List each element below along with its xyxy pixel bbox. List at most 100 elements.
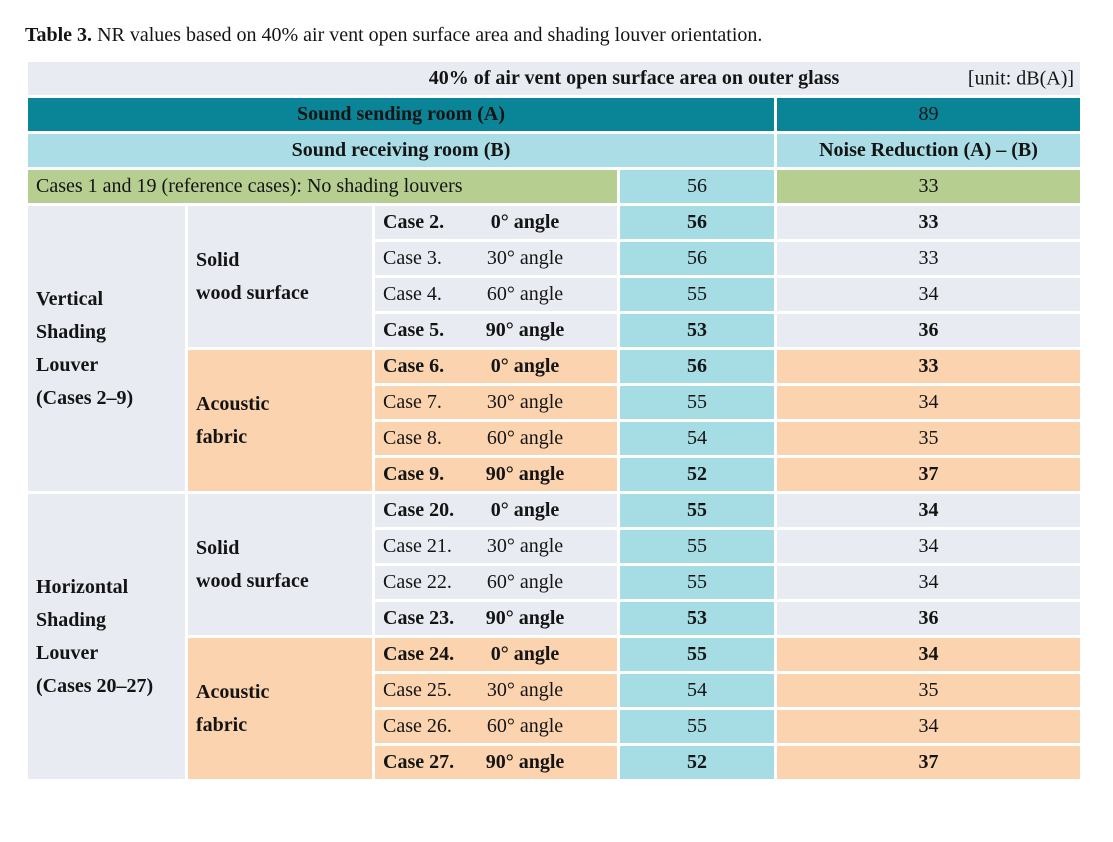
receiving-level-cell: 55 — [620, 278, 774, 311]
table-row: Case 7. 30° angle 55 34 — [28, 386, 1081, 419]
angle-label: 0° angle — [490, 211, 560, 233]
angle-label: 60° angle — [486, 715, 564, 737]
case-label: Case 25. — [383, 679, 452, 701]
case-label: Case 21. — [383, 535, 452, 557]
subgroup-label-cell-solid-wood: Solid wood surface — [188, 206, 372, 347]
case-label: Case 8. — [383, 427, 442, 449]
receiving-level-cell: 56 — [620, 350, 774, 383]
noise-reduction-value-cell: 35 — [777, 674, 1081, 707]
receiving-level-cell: 52 — [620, 458, 774, 491]
noise-reduction-value-cell: 34 — [777, 494, 1081, 527]
noise-reduction-value-cell: 37 — [777, 458, 1081, 491]
angle-label: 60° angle — [486, 283, 564, 305]
angle-label: 0° angle — [490, 355, 560, 377]
case-cell: Case 9. 90° angle — [375, 458, 617, 491]
noise-reduction-value-cell: 33 — [777, 170, 1081, 203]
group-label-cell-vertical: Vertical Shading Louver (Cases 2–9) — [28, 206, 185, 491]
case-label: Case 2. — [383, 211, 445, 233]
table-row: Case 23. 90° angle 53 36 — [28, 602, 1081, 635]
noise-reduction-value-cell: 33 — [777, 350, 1081, 383]
receiving-level-cell: 52 — [620, 746, 774, 779]
case-label: Case 20. — [383, 499, 455, 521]
case-label: Case 27. — [383, 751, 455, 773]
case-cell: Case 26. 60° angle — [375, 710, 617, 743]
case-cell: Case 21. 30° angle — [375, 530, 617, 563]
table-row: Cases 1 and 19 (reference cases): No sha… — [28, 170, 1081, 203]
case-cell: Case 3. 30° angle — [375, 242, 617, 275]
sending-room-label-cell: Sound sending room (A) — [28, 98, 774, 131]
table-caption-number: Table 3. — [25, 24, 93, 46]
case-label: Case 22. — [383, 571, 452, 593]
nr-values-table: 40% of air vent open surface area on out… — [25, 59, 1083, 782]
case-label: Case 3. — [383, 247, 442, 269]
subgroup-label-cell-acoustic-fabric: Acoustic fabric — [188, 638, 372, 779]
reference-cases-label-cell: Cases 1 and 19 (reference cases): No sha… — [28, 170, 617, 203]
table-row: Case 5. 90° angle 53 36 — [28, 314, 1081, 347]
angle-label: 60° angle — [486, 571, 564, 593]
case-label: Case 6. — [383, 355, 445, 377]
receiving-level-cell: 56 — [620, 206, 774, 239]
case-cell: Case 27. 90° angle — [375, 746, 617, 779]
case-label: Case 23. — [383, 607, 455, 629]
table-caption-text: NR values based on 40% air vent open sur… — [92, 24, 763, 46]
receiving-level-cell: 55 — [620, 710, 774, 743]
case-label: Case 7. — [383, 391, 442, 413]
subgroup-label-cell-acoustic-fabric: Acoustic fabric — [188, 350, 372, 491]
table-row: Case 9. 90° angle 52 37 — [28, 458, 1081, 491]
noise-reduction-value-cell: 34 — [777, 638, 1081, 671]
noise-reduction-value-cell: 35 — [777, 422, 1081, 455]
noise-reduction-value-cell: 36 — [777, 314, 1081, 347]
table-caption: Table 3. NR values based on 40% air vent… — [25, 24, 1113, 47]
receiving-level-cell: 53 — [620, 602, 774, 635]
noise-reduction-value-cell: 33 — [777, 242, 1081, 275]
angle-label: 90° angle — [485, 607, 565, 629]
angle-label: 30° angle — [486, 247, 564, 269]
table-row: Case 26. 60° angle 55 34 — [28, 710, 1081, 743]
case-cell: Case 4. 60° angle — [375, 278, 617, 311]
receiving-level-cell: 55 — [620, 566, 774, 599]
table-row: Vertical Shading Louver (Cases 2–9) Soli… — [28, 206, 1081, 491]
subgroup-label-cell-solid-wood: Solid wood surface — [188, 494, 372, 635]
noise-reduction-value-cell: 33 — [777, 206, 1081, 239]
case-cell: Case 7. 30° angle — [375, 386, 617, 419]
receiving-level-cell: 55 — [620, 386, 774, 419]
angle-label: 0° angle — [490, 643, 560, 665]
case-cell: Case 23. 90° angle — [375, 602, 617, 635]
case-label: Case 5. — [383, 319, 445, 341]
case-cell: Case 24. 0° angle — [375, 638, 617, 671]
angle-label: 0° angle — [490, 499, 560, 521]
angle-label: 30° angle — [486, 535, 564, 557]
table-row: Sound sending room (A) 89 — [28, 98, 1081, 131]
case-cell: Case 25. 30° angle — [375, 674, 617, 707]
receiving-level-cell: 54 — [620, 674, 774, 707]
angle-label: 30° angle — [486, 679, 564, 701]
case-cell: Case 8. 60° angle — [375, 422, 617, 455]
case-label: Case 4. — [383, 283, 442, 305]
angle-label: 90° angle — [485, 319, 565, 341]
noise-reduction-value-cell: 37 — [777, 746, 1081, 779]
receiving-level-cell: 56 — [620, 170, 774, 203]
angle-label: 90° angle — [485, 751, 565, 773]
sending-room-value-cell: 89 — [777, 98, 1081, 131]
table-row: Case 4. 60° angle 55 34 — [28, 278, 1081, 311]
table-header-title: 40% of air vent open surface area on out… — [428, 67, 840, 89]
table-row: Case 21. 30° angle 55 34 — [28, 530, 1081, 563]
case-cell: Case 5. 90° angle — [375, 314, 617, 347]
table-row: Case 3. 30° angle 56 33 — [28, 242, 1081, 275]
table-row: Case 8. 60° angle 54 35 — [28, 422, 1081, 455]
unit-label: [unit: dB(A)] — [967, 67, 1075, 89]
case-label: Case 26. — [383, 715, 452, 737]
table-row: Horizontal Shading Louver (Cases 20–27) … — [28, 494, 1081, 779]
table-row: Case 22. 60° angle 55 34 — [28, 566, 1081, 599]
noise-reduction-value-cell: 34 — [777, 278, 1081, 311]
receiving-level-cell: 56 — [620, 242, 774, 275]
receiving-room-label-cell: Sound receiving room (B) — [28, 134, 774, 167]
case-cell: Case 6. 0° angle — [375, 350, 617, 383]
case-label: Case 24. — [383, 643, 455, 665]
case-cell: Case 20. 0° angle — [375, 494, 617, 527]
case-cell: Case 2. 0° angle — [375, 206, 617, 239]
table-row: Acoustic fabric Case 6. 0° angle 56 33 — [28, 350, 1081, 491]
table-row: 40% of air vent open surface area on out… — [28, 62, 1081, 95]
noise-reduction-value-cell: 36 — [777, 602, 1081, 635]
table-header-cell: 40% of air vent open surface area on out… — [28, 62, 1081, 95]
